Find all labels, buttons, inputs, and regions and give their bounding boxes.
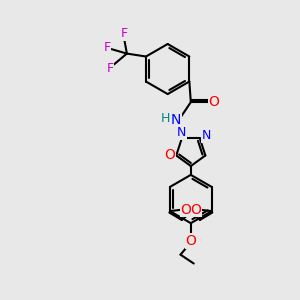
Text: N: N [202,129,211,142]
Text: O: O [208,95,219,109]
Text: N: N [171,113,181,127]
Text: O: O [164,148,175,163]
Text: F: F [120,27,128,40]
Text: O: O [190,202,201,217]
Text: F: F [103,41,111,54]
Text: N: N [176,126,186,139]
Text: F: F [106,62,114,75]
Text: O: O [185,234,196,248]
Text: H: H [160,112,170,125]
Text: O: O [181,202,191,217]
